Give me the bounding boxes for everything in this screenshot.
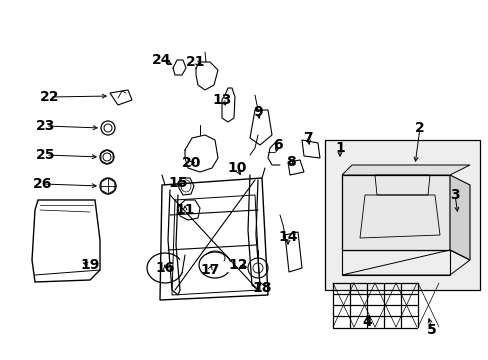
Text: 8: 8: [285, 155, 295, 169]
Text: 2: 2: [414, 121, 424, 135]
Text: 3: 3: [449, 188, 459, 202]
Text: 6: 6: [273, 138, 282, 152]
Text: 26: 26: [33, 177, 53, 191]
Text: 9: 9: [253, 105, 262, 119]
Text: 10: 10: [227, 161, 246, 175]
Text: 5: 5: [426, 323, 436, 337]
Bar: [325, 140, 479, 290]
Text: 11: 11: [175, 203, 194, 217]
Text: 16: 16: [155, 261, 174, 275]
Text: 19: 19: [80, 258, 100, 272]
Text: 22: 22: [40, 90, 60, 104]
Text: 21: 21: [186, 55, 205, 69]
Text: 13: 13: [212, 93, 231, 107]
Text: 17: 17: [200, 263, 219, 277]
Text: 15: 15: [168, 176, 187, 190]
Text: 20: 20: [182, 156, 201, 170]
Text: 7: 7: [303, 131, 312, 145]
Polygon shape: [449, 175, 469, 260]
Text: 14: 14: [278, 230, 297, 244]
Text: 4: 4: [362, 315, 371, 329]
Text: 25: 25: [36, 148, 56, 162]
Text: 23: 23: [36, 119, 56, 133]
Text: 18: 18: [252, 281, 271, 295]
Polygon shape: [341, 165, 469, 175]
Text: 12: 12: [228, 258, 247, 272]
Text: 24: 24: [152, 53, 171, 67]
Polygon shape: [341, 175, 449, 250]
Text: 1: 1: [334, 141, 344, 155]
